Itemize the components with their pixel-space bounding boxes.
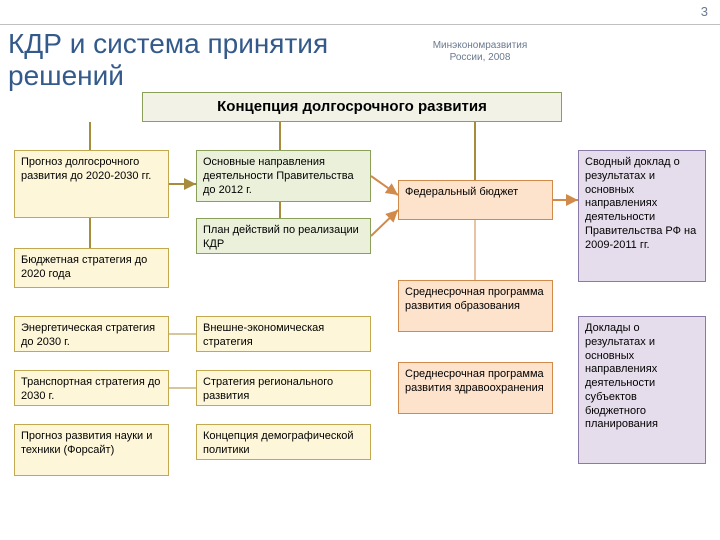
box-energy-strategy: Энергетическая стратегия до 2030 г. xyxy=(14,316,169,352)
box-subject-reports: Доклады о результатах и основных направл… xyxy=(578,316,706,464)
divider-top xyxy=(0,24,720,25)
org-line1: Минэкономразвития xyxy=(433,40,528,51)
page-number: 3 xyxy=(701,4,708,19)
concept-header: Концепция долгосрочного развития xyxy=(142,92,562,122)
box-demographic-policy: Концепция демографической политики xyxy=(196,424,371,460)
page-title: КДР и система принятия решений xyxy=(8,28,328,92)
box-budget-strategy: Бюджетная стратегия до 2020 года xyxy=(14,248,169,288)
box-summary-report-rf: Сводный доклад о результатах и основных … xyxy=(578,150,706,282)
title-line2: решений xyxy=(8,60,124,91)
box-regional-strategy: Стратегия регионального развития xyxy=(196,370,371,406)
box-foreign-economic: Внешне-экономическая стратегия xyxy=(196,316,371,352)
box-main-directions: Основные направления деятельности Правит… xyxy=(196,150,371,202)
box-transport-strategy: Транспортная стратегия до 2030 г. xyxy=(14,370,169,406)
box-forecast-longterm: Прогноз долгосрочного развития до 2020-2… xyxy=(14,150,169,218)
box-healthcare-program: Среднесрочная программа развития здравоо… xyxy=(398,362,553,414)
title-line1: КДР и система принятия xyxy=(8,28,328,59)
box-federal-budget: Федеральный бюджет xyxy=(398,180,553,220)
box-education-program: Среднесрочная программа развития образов… xyxy=(398,280,553,332)
org-subtitle: Минэкономразвития России, 2008 xyxy=(420,40,540,64)
org-line2: России, 2008 xyxy=(450,52,511,63)
box-action-plan: План действий по реализации КДР xyxy=(196,218,371,254)
box-science-foresight: Прогноз развития науки и техники (Форсай… xyxy=(14,424,169,476)
